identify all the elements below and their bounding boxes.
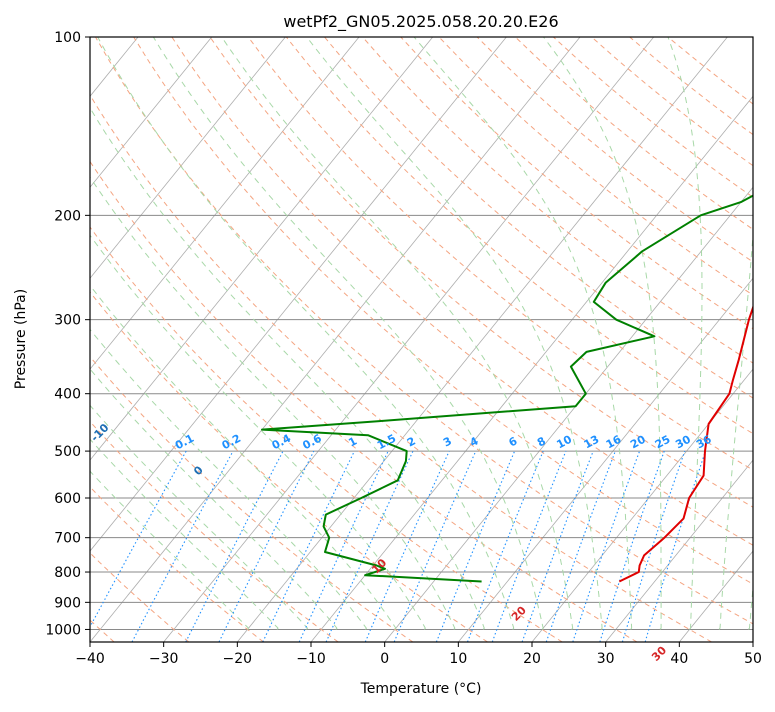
isotherm-line [0,37,285,642]
x-tick-label: 0 [380,651,389,667]
mixing-ratio-line [573,451,640,642]
mixing-ratio-label: 1 [346,434,359,449]
mixing-ratio-line [468,451,544,642]
mixing-ratio-line [436,451,514,642]
x-tick-label: 50 [744,651,762,667]
isotherm-line [90,37,580,642]
moist-adiabat-line [222,37,573,629]
mixing-ratio-label: 0.1 [173,432,196,453]
mixing-ratio-label: 36 [694,433,714,452]
mixing-ratio-label: 8 [535,434,548,449]
x-tick-label: 30 [597,651,615,667]
y-tick-label: 500 [54,444,81,460]
x-tick-label: 40 [670,651,688,667]
dry-adiabat-label: 30 [649,644,669,664]
dry-adiabat-line [668,37,775,642]
moist-adiabat-line [0,37,337,629]
y-tick-label: 700 [54,531,81,547]
dry-adiabat-line [248,37,775,642]
dry-adiabat-line [0,37,488,642]
x-tick-label: −10 [296,651,326,667]
mixing-ratio-line [522,451,593,642]
dry-adiabat-line [515,37,775,642]
isotherm-line [0,37,64,642]
mixing-ratio-line [263,451,355,642]
mixing-ratio-label: 13 [582,433,602,452]
moist-adiabat-line [719,37,761,629]
moist-adiabat-line [0,37,308,629]
moist-adiabat-line [52,37,485,629]
x-axis-title: Temperature (°C) [360,681,482,697]
mixing-ratio-line [394,451,476,642]
temperature-profile-line [619,37,775,582]
mixing-ratio-label: 0.6 [300,432,324,453]
dry-adiabat-line [477,37,775,642]
mixing-ratio-label: 20 [628,433,648,452]
y-tick-label: 200 [54,208,81,224]
y-tick-label: 900 [54,595,81,611]
mixing-ratio-label: 25 [653,433,673,452]
dry-adiabat-line [439,37,775,642]
chart-title: wetPf2_GN05.2025.058.20.20.E26 [283,12,558,32]
dry-adiabat-line [0,37,562,642]
x-tick-label: −20 [223,651,253,667]
y-tick-label: 600 [54,491,81,507]
dry-adiabat-line [325,37,775,642]
dry-adiabat-line [172,37,775,642]
isotherm-line [0,37,212,642]
y-tick-label: 100 [54,30,81,46]
dry-adiabat-line [553,37,775,642]
y-tick-label: 800 [54,565,81,581]
dry-adiabat-line [96,37,775,642]
mixing-ratio-label: 0.2 [220,432,243,453]
isotherm-line [311,37,775,642]
dry-adiabat-line [0,37,413,642]
x-tick-label: 10 [449,651,467,667]
mixing-ratio-label: 0.4 [270,432,294,453]
dewpoint-profile-line [262,37,775,582]
x-tick-label: −30 [149,651,179,667]
mixing-ratio-line [299,451,388,642]
mixing-ratio-label: 6 [507,434,520,449]
mixing-ratio-label: 2 [405,434,418,449]
isotherm-line [606,37,775,642]
dry-adiabat-line [363,37,775,642]
mixing-ratio-label: 30 [673,433,693,452]
mixing-ratio-line [186,451,283,642]
dry-adiabat-line [592,37,775,642]
mixing-ratio-label: 10 [554,433,574,452]
dry-adiabat-line [210,37,775,642]
dry-adiabat-label: 0 [191,463,206,478]
y-tick-label: 400 [54,387,81,403]
mixing-ratio-label: 16 [604,433,624,452]
moist-adiabat-line [153,37,543,629]
moist-adiabat-line [307,37,602,629]
moist-adiabat-line [748,37,775,629]
moist-adiabat-line [668,37,702,629]
dry-adiabat-line [401,37,775,642]
dry-adiabat-line [19,37,637,642]
mixing-ratio-label: 1.5 [375,432,398,453]
mixing-ratio-label: 3 [441,434,454,449]
x-tick-label: 20 [523,651,541,667]
y-tick-label: 300 [54,313,81,329]
x-tick-label: −40 [75,651,105,667]
y-tick-label: 1000 [45,622,81,638]
y-axis: 100 200 300 400 500 600 700 800 900 1000 [45,30,90,638]
mixing-ratio-line [365,451,449,642]
y-axis-title: Pressure (hPa) [13,289,29,389]
dry-adiabat-label: 20 [509,603,529,623]
mixing-ratio-label: 4 [468,434,481,449]
isotherm-line [753,37,775,642]
moist-adiabat-line [98,37,514,629]
isotherm-line [0,37,433,642]
